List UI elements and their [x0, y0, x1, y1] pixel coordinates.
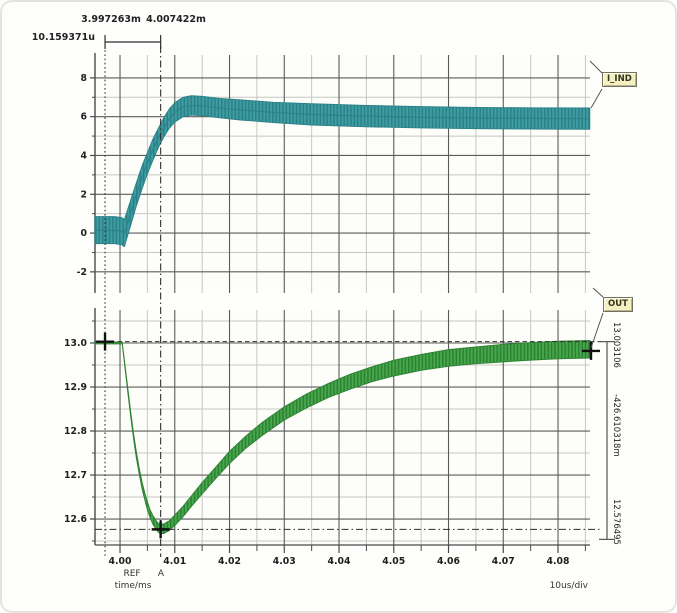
trace-end-marker[interactable] — [582, 341, 600, 360]
measurement-top-value: 13.003106 — [611, 322, 621, 368]
x-tick-label: 4.03 — [273, 556, 296, 567]
y-tick-label: 6 — [81, 112, 87, 123]
trace-flag-out[interactable]: OUT — [603, 297, 633, 312]
measurement-delta-value: -426.610318m — [611, 394, 621, 457]
x-axis-per-div-label: 10us/div — [549, 581, 588, 591]
y-tick-label: 0 — [81, 228, 88, 239]
y-tick-label: 12.7 — [64, 470, 87, 481]
flag-pointer-line — [590, 312, 604, 349]
y-tick-label: 2 — [81, 189, 87, 200]
y-tick-label: 12.6 — [64, 514, 87, 525]
a-cursor-marker[interactable] — [151, 520, 170, 539]
ref-cursor-marker[interactable] — [96, 332, 115, 351]
plot-area — [95, 55, 590, 293]
y-tick-label: 12.9 — [64, 382, 87, 393]
a-cursor-time-readout: 4.007422m — [146, 14, 206, 25]
x-tick-label: 4.04 — [328, 556, 351, 567]
iind-center-line — [94, 104, 590, 235]
x-tick-label: 4.07 — [492, 556, 515, 567]
x-tick-label: 4.01 — [163, 556, 186, 567]
x-tick-label: 4.00 — [109, 556, 132, 567]
y-tick-label: 8 — [81, 73, 87, 84]
flag-pointer-line — [592, 287, 604, 298]
measurement-bottom-value: 12.576495 — [611, 499, 621, 545]
y-tick-label: -2 — [77, 267, 87, 278]
delta-time-readout: 10.159371u — [31, 32, 95, 43]
x-tick-label: 4.05 — [382, 556, 405, 567]
x-tick-label: 4.02 — [218, 556, 241, 567]
y-tick-label: 12.8 — [64, 426, 87, 437]
x-axis-unit-label: time/ms — [114, 581, 152, 591]
flag-pointer-line — [589, 60, 603, 74]
ref-cursor-label: REF — [123, 569, 141, 579]
y-tick-label: 4 — [81, 150, 88, 161]
ref-cursor-time-readout: 3.997263m — [81, 14, 141, 25]
y-tick-label: 13.0 — [64, 338, 87, 349]
a-cursor-label: A — [157, 569, 165, 579]
x-tick-label: 4.06 — [437, 556, 460, 567]
flag-pointer-line — [590, 88, 603, 109]
x-tick-label: 4.08 — [547, 556, 570, 567]
trace-flag-i-ind[interactable]: I_IND — [602, 72, 637, 87]
iind-waveform-band — [94, 95, 591, 248]
